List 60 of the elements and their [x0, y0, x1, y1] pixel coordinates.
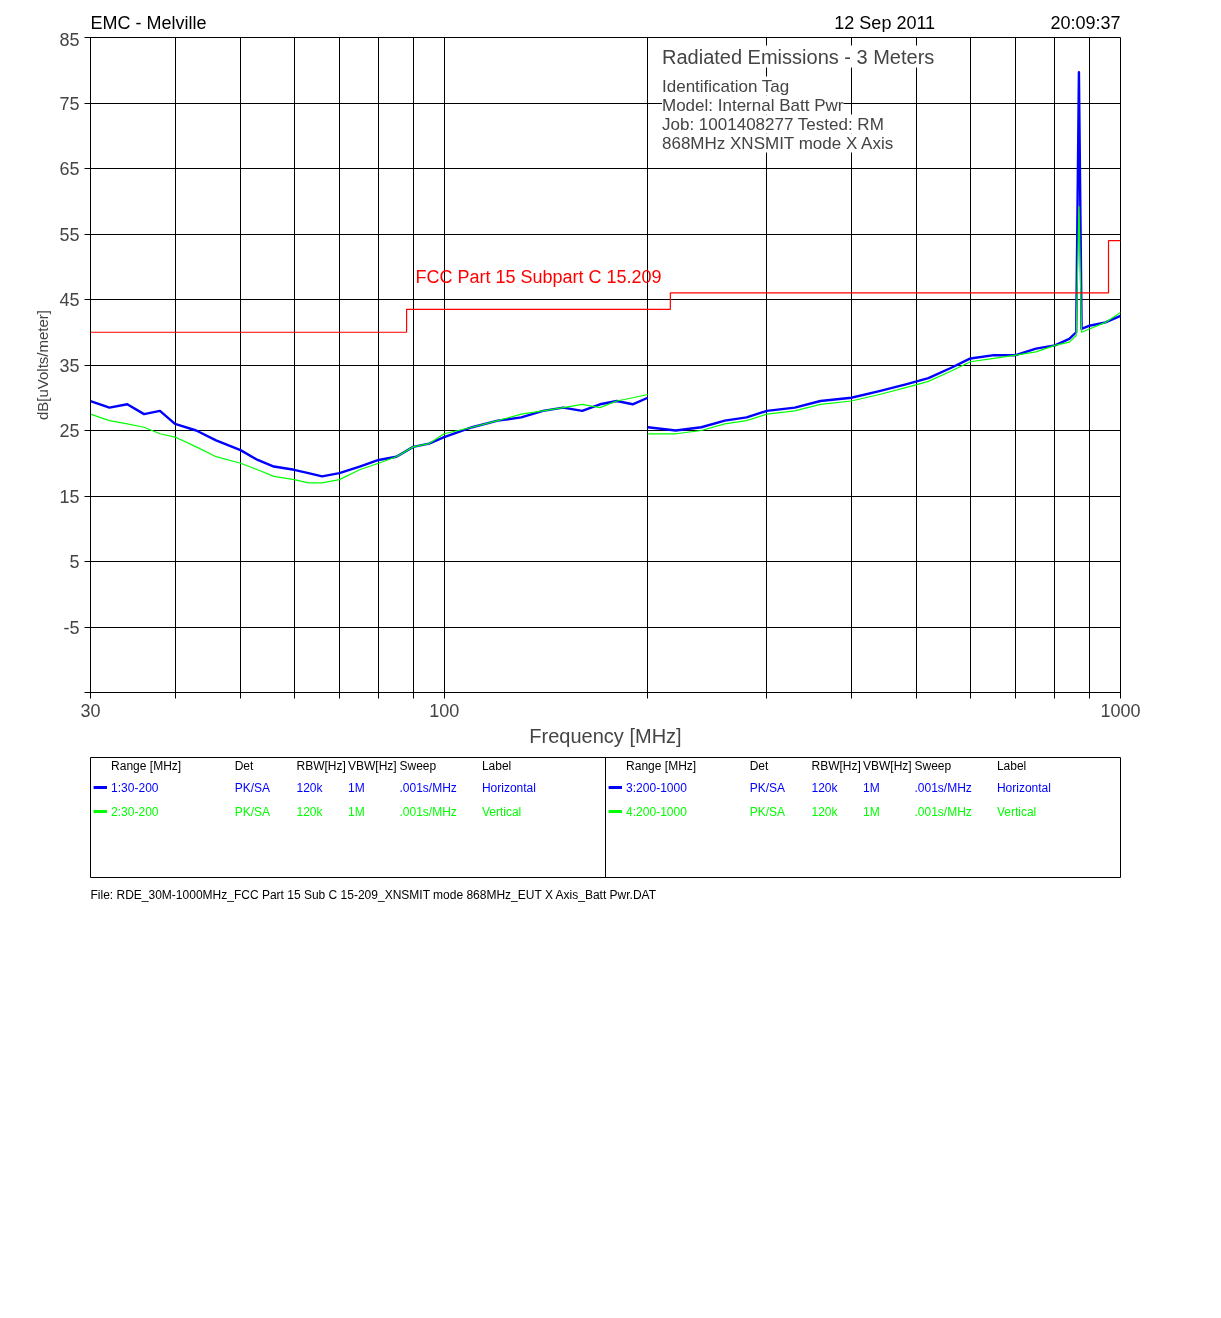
- text: Vertical: [996, 804, 1037, 819]
- y-tick-label: 55: [59, 224, 80, 245]
- text: VBW[Hz]: [863, 758, 912, 773]
- text: Label: [481, 758, 512, 773]
- text: Range [MHz]: [626, 758, 697, 773]
- chart-title: EMC - Melville: [90, 12, 207, 33]
- chart-subtitle: Radiated Emissions - 3 Meters: [662, 45, 935, 68]
- annotation: Identification Tag: [662, 76, 790, 96]
- y-tick-label: 15: [59, 486, 80, 507]
- text: 120k: [296, 804, 324, 819]
- y-tick-label: -5: [63, 617, 80, 638]
- text: RBW[Hz]: [296, 758, 346, 773]
- y-tick-label: 35: [59, 355, 80, 376]
- text: Horizontal: [481, 780, 536, 795]
- text: 12 Sep 2011: [834, 12, 936, 33]
- text: PK/SA: [234, 780, 271, 795]
- x-tick-label: 30: [80, 700, 101, 721]
- text: 120k: [811, 780, 839, 795]
- text: File: RDE_30M-1000MHz_FCC Part 15 Sub C 15-209_XNSMIT mode 868MHz_EUT X Axis_Batt Pwr.DAT: [90, 887, 657, 902]
- text: .001s/MHz: [399, 780, 457, 795]
- text: VBW[Hz]: [348, 758, 397, 773]
- y-tick-label: 5: [69, 552, 80, 572]
- y-tick-label: 45: [59, 290, 80, 310]
- text: PK/SA: [234, 804, 271, 819]
- text: 1M: [863, 780, 880, 795]
- x-tick-label: 1000: [1100, 700, 1141, 721]
- text: Vertical: [481, 804, 522, 819]
- x-tick-label: 100: [429, 700, 460, 721]
- text: Sweep: [399, 758, 437, 773]
- text: .001s/MHz: [914, 804, 972, 819]
- text: 1M: [348, 804, 365, 819]
- text: PK/SA: [749, 780, 786, 795]
- x-axis-title: Frequency [MHz]: [529, 724, 682, 747]
- y-axis-title: dB[uVolts/meter]: [34, 309, 52, 421]
- annotation: Job: 1001408277 Tested: RM: [662, 114, 884, 134]
- text: .001s/MHz: [399, 804, 457, 819]
- text: Det: [749, 758, 769, 773]
- text: 120k: [296, 780, 324, 795]
- text: PK/SA: [749, 804, 786, 819]
- y-tick-label: 65: [59, 159, 80, 179]
- annotation: 868MHz XNSMIT mode X Axis: [662, 133, 894, 153]
- legend-label: 2:30-200: [111, 804, 159, 819]
- y-tick-label: 75: [59, 93, 80, 114]
- text: Sweep: [914, 758, 952, 773]
- y-tick-label: 85: [59, 29, 80, 50]
- annotation: Model: Internal Batt Pwr: [662, 95, 844, 115]
- legend-label: 1:30-200: [111, 780, 159, 795]
- text: 1M: [863, 804, 880, 819]
- text: RBW[Hz]: [811, 758, 861, 773]
- text: 120k: [811, 804, 839, 819]
- text: 20:09:37: [1050, 12, 1121, 33]
- text: Range [MHz]: [111, 758, 182, 773]
- legend-label: 4:200-1000: [626, 804, 688, 819]
- y-tick-label: 25: [59, 421, 80, 441]
- text: .001s/MHz: [914, 780, 972, 795]
- text: Det: [234, 758, 255, 773]
- text: Horizontal: [996, 780, 1051, 795]
- text: Label: [996, 758, 1027, 773]
- legend-label: 3:200-1000: [626, 780, 688, 795]
- text: 1M: [348, 780, 365, 795]
